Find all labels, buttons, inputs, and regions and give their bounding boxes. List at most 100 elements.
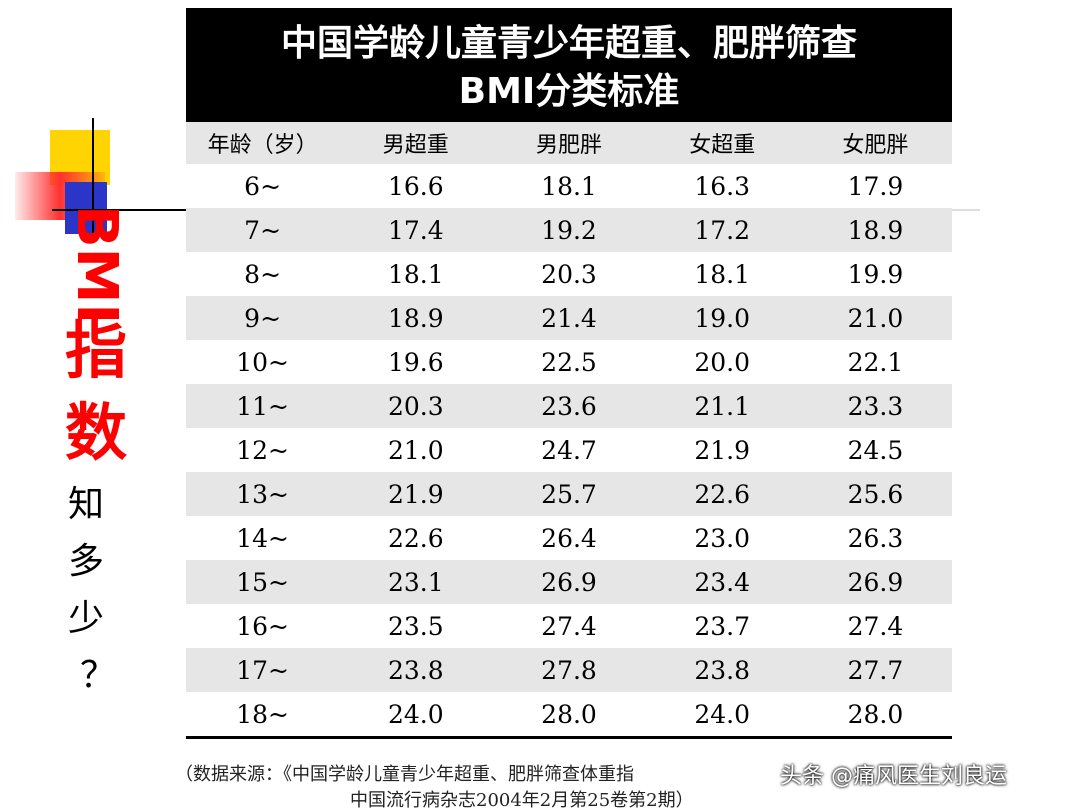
source: （数据来源：《中国学龄儿童青少年超重、肥胖筛查体重指 [175, 764, 634, 785]
title-box: 中国学龄儿童青少年超重、肥胖筛查 BMI分类标准 [186, 8, 952, 122]
age-cell: 18~ [236, 699, 289, 729]
value-cell: 21.1 [694, 391, 751, 421]
value-cell: 18.1 [541, 171, 597, 201]
header-cell: 男超重 [382, 133, 449, 158]
value-cell: 25.7 [541, 479, 597, 509]
value-cell: 26.3 [847, 523, 904, 553]
table-row: 13~ 21.9 25.7 22.6 25.6 [186, 472, 952, 516]
value-cell: 25.6 [847, 479, 904, 509]
age-cell: 13~ [236, 479, 289, 509]
title: BMI分类标准 [458, 71, 680, 112]
value-cell: 20.0 [694, 347, 751, 377]
value-cell: 17.9 [847, 171, 904, 201]
value-cell: 17.2 [694, 215, 751, 245]
age-cell: 14~ [236, 523, 289, 553]
side-question-char: 多 [67, 541, 104, 582]
table-row: 9~ 18.9 21.4 19.0 21.0 [186, 296, 952, 340]
table-row: 14~ 22.6 26.4 23.0 26.3 [186, 516, 952, 560]
header-cell: 年龄（岁） [207, 133, 318, 158]
value-cell: 20.3 [541, 259, 597, 289]
table-row: 17~ 23.8 27.8 23.8 27.7 [186, 648, 952, 692]
value-cell: 18.1 [387, 259, 444, 289]
value-cell: 17.4 [387, 215, 444, 245]
value-cell: 23.1 [387, 567, 444, 597]
value-cell: 18.1 [694, 259, 751, 289]
deco-line [92, 118, 94, 233]
table-row: 7~ 17.4 19.2 17.2 18.9 [186, 208, 952, 252]
value-cell: 28.0 [541, 699, 597, 729]
value-cell: 24.0 [694, 699, 751, 729]
value-cell: 23.5 [387, 611, 444, 641]
age-cell: 12~ [236, 435, 289, 465]
age-cell: 10~ [236, 347, 289, 377]
table-row: 11~ 20.3 23.6 21.1 23.3 [186, 384, 952, 428]
value-cell: 23.0 [694, 523, 751, 553]
value-cell: 27.7 [847, 655, 904, 685]
header-cell: 男肥胖 [536, 133, 603, 158]
value-cell: 19.0 [694, 303, 751, 333]
side-acronym-box: BMI [56, 190, 136, 324]
value-cell: 22.5 [541, 347, 597, 377]
age-cell: 8~ [244, 259, 282, 289]
age-cell: 15~ [236, 567, 289, 597]
value-cell: 27.4 [847, 611, 904, 641]
value-cell: 27.4 [541, 611, 597, 641]
value-cell: 28.0 [847, 699, 904, 729]
value-cell: 23.4 [694, 567, 751, 597]
age-cell: 7~ [244, 215, 282, 245]
table-row: 18~ 24.0 28.0 24.0 28.0 [186, 692, 952, 739]
value-cell: 19.2 [541, 215, 597, 245]
side-question-char: ？ [79, 655, 116, 696]
source: 中国流行病杂志2004年2月第25卷第2期） [350, 790, 694, 811]
value-cell: 27.8 [541, 655, 597, 685]
value-cell: 19.9 [847, 259, 904, 289]
value-cell: 22.6 [694, 479, 751, 509]
value-cell: 22.1 [847, 347, 904, 377]
table-row: 12~ 21.0 24.7 21.9 24.5 [186, 428, 952, 472]
table-row: 8~ 18.1 20.3 18.1 19.9 [186, 252, 952, 296]
age-cell: 9~ [244, 303, 282, 333]
side-word-char: 数 [64, 396, 127, 469]
table-row: 6~ 16.6 18.1 16.3 17.9 [186, 164, 952, 208]
age-cell: 6~ [244, 171, 282, 201]
side-word-char: 指 [64, 314, 127, 387]
header-cell: 女肥胖 [842, 133, 909, 158]
value-cell: 23.6 [541, 391, 597, 421]
side-question-char: 少 [67, 598, 104, 639]
value-cell: 26.9 [541, 567, 597, 597]
header-cell: 女超重 [689, 133, 756, 158]
age-cell: 16~ [236, 611, 289, 641]
value-cell: 19.6 [387, 347, 444, 377]
header-row: 年龄（岁） 男超重 男肥胖 女超重 女肥胖 [186, 122, 952, 164]
value-cell: 21.9 [694, 435, 751, 465]
value-cell: 24.5 [847, 435, 904, 465]
value-cell: 22.6 [387, 523, 444, 553]
deco-line [952, 209, 980, 211]
side-question-char: 知 [67, 484, 104, 525]
value-cell: 20.3 [387, 391, 444, 421]
value-cell: 21.4 [541, 303, 597, 333]
value-cell: 23.7 [694, 611, 751, 641]
value-cell: 16.3 [694, 171, 751, 201]
value-cell: 18.9 [387, 303, 444, 333]
value-cell: 21.0 [387, 435, 444, 465]
value-cell: 26.9 [847, 567, 904, 597]
deco-line [52, 209, 186, 211]
table-row: 10~ 19.6 22.5 20.0 22.1 [186, 340, 952, 384]
value-cell: 21.0 [847, 303, 904, 333]
age-cell: 11~ [236, 391, 289, 421]
watermark: 头条 @痛风医生刘良运 [780, 764, 1007, 789]
table: 年龄（岁） 男超重 男肥胖 女超重 女肥胖 6~ 16.6 18.1 16.3 17.9 7~ 17.… [186, 122, 952, 739]
blue-square [65, 182, 107, 234]
value-cell: 23.8 [694, 655, 751, 685]
value-cell: 16.6 [387, 171, 444, 201]
value-cell: 23.3 [847, 391, 904, 421]
age-cell: 17~ [236, 655, 289, 685]
value-cell: 24.0 [387, 699, 444, 729]
value-cell: 21.9 [387, 479, 444, 509]
table-row: 16~ 23.5 27.4 23.7 27.4 [186, 604, 952, 648]
value-cell: 26.4 [541, 523, 597, 553]
table-row: 15~ 23.1 26.9 23.4 26.9 [186, 560, 952, 604]
value-cell: 24.7 [541, 435, 597, 465]
